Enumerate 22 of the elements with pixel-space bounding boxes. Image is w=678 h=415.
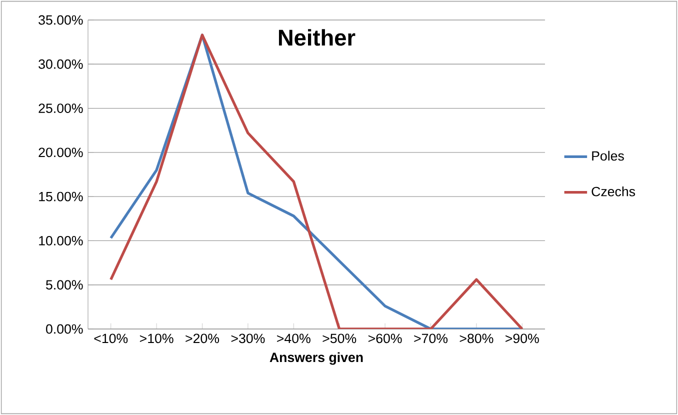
- y-tick-label: 25.00%: [38, 104, 83, 113]
- x-tick-label: >30%: [231, 334, 265, 344]
- y-tick-label: 15.00%: [39, 192, 83, 202]
- x-axis-title: Answers given: [270, 352, 363, 365]
- legend-label: Poles: [592, 150, 624, 161]
- y-tick-label: 20.00%: [38, 148, 83, 158]
- x-tick-label: >70%: [414, 334, 448, 344]
- x-tick-label: >10%: [140, 334, 174, 344]
- x-tick-label: >60%: [368, 334, 402, 344]
- x-tick-label: <10%: [94, 334, 128, 344]
- x-tick-label: >50%: [322, 334, 356, 344]
- x-tick-label: >90%: [506, 334, 539, 344]
- chart-title: Neither: [278, 29, 356, 46]
- y-tick-label: 0.00%: [46, 324, 83, 334]
- y-tick-label: 30.00%: [38, 59, 83, 69]
- y-tick-label: 5.00%: [46, 280, 83, 290]
- y-tick-label: 35.00%: [38, 15, 83, 25]
- x-tick-label: >20%: [186, 334, 220, 344]
- x-tick-label: >80%: [460, 334, 494, 344]
- legend-label: Czechs: [592, 186, 636, 196]
- y-tick-label: 10.00%: [39, 236, 83, 246]
- x-tick-label: >40%: [277, 334, 310, 344]
